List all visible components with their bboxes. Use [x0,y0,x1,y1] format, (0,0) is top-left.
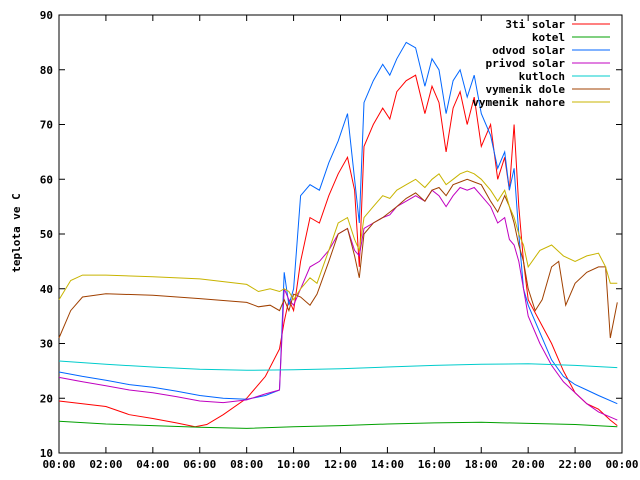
axis-ticks: 10 20 30 40 50 60 70 80 90 00:00 02:00 04:00 06:00 08… [40,9,639,471]
series-lines [58,41,618,429]
x-tick-label: 06:00 [183,458,216,471]
legend-label: 3ti solar [505,18,565,31]
y-tick-label: 90 [40,9,53,22]
x-tick-label: 08:00 [230,458,263,471]
series-line-vymenik-dole [58,178,618,339]
x-tick-label: 02:00 [89,458,122,471]
y-tick-label: 70 [40,119,53,132]
y-tick-label: 40 [40,283,53,296]
x-tick-label: 22:00 [559,458,592,471]
legend-label: vymenik nahore [472,96,565,109]
legend-label: kotel [532,31,565,44]
x-tick-label: 04:00 [136,458,169,471]
legend-label: vymenik dole [486,83,566,96]
y-tick-label: 30 [40,338,53,351]
y-axis-label: teplota ve C [10,193,23,272]
legend-label: odvod solar [492,44,565,57]
x-tick-label: 10:00 [277,458,310,471]
x-tick-label: 20:00 [512,458,545,471]
y-tick-label: 80 [40,64,53,77]
series-line-vymenik-nahore [58,170,618,301]
y-tick-label: 50 [40,228,53,241]
x-tick-label: 14:00 [371,458,404,471]
y-tick-label: 20 [40,392,53,405]
x-tick-label: 12:00 [324,458,357,471]
x-tick-label: 16:00 [418,458,451,471]
x-tick-label: 18:00 [465,458,498,471]
x-tick-label: 00:00 [605,458,638,471]
legend-label: privod solar [486,57,566,70]
legend-label: kutloch [519,70,565,83]
series-line-kotel [58,420,618,429]
y-tick-label: 60 [40,173,53,186]
series-line-kutloch [58,360,618,371]
x-tick-label: 00:00 [42,458,75,471]
y-tick-label: 10 [40,447,53,460]
